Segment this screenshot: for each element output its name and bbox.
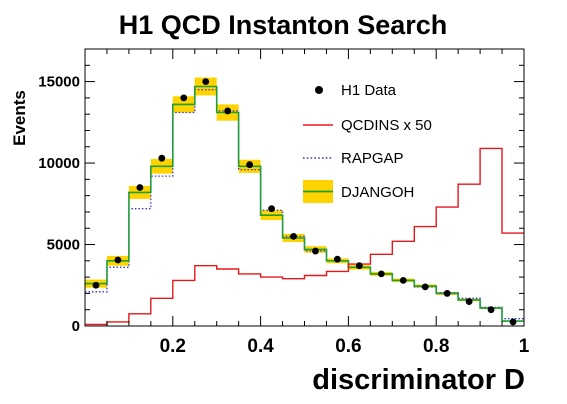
h1-data-point bbox=[509, 318, 517, 326]
y-axis-label: Events bbox=[10, 90, 29, 146]
h1-data-point bbox=[443, 290, 451, 297]
series-lines bbox=[85, 85, 524, 326]
h1-data-points bbox=[92, 78, 517, 326]
h1-data-point bbox=[377, 270, 385, 278]
x-tick-label: 1 bbox=[519, 336, 530, 357]
y-tick-label: 5000 bbox=[47, 237, 80, 254]
h1-data-point bbox=[224, 107, 232, 115]
legend: H1 Data QCDINS x 50 RAPGAP DJANGOH bbox=[303, 82, 432, 203]
legend-label-h1-data: H1 Data bbox=[341, 82, 397, 99]
y-tick-label: 10000 bbox=[38, 155, 80, 172]
h1-data-point bbox=[246, 161, 254, 169]
legend-label-rapgap: RAPGAP bbox=[341, 150, 404, 167]
h1-data-point bbox=[399, 276, 407, 284]
y-tick-label: 15000 bbox=[38, 74, 80, 91]
legend-label-djangoh: DJANGOH bbox=[341, 184, 414, 201]
h1-data-point bbox=[334, 255, 341, 263]
h1-data-point bbox=[312, 247, 319, 255]
h1-data-point bbox=[268, 205, 275, 213]
y-tick-label: 0 bbox=[72, 318, 80, 335]
h1-data-point bbox=[158, 154, 166, 162]
h1-data-point bbox=[114, 256, 122, 264]
h1-data-point bbox=[355, 262, 363, 270]
h1-data-point bbox=[180, 94, 188, 102]
h1-data-point bbox=[136, 184, 144, 191]
axes-ticks: 0.2 0.4 0.6 0.8 1 0 5000 10000 15000 bbox=[38, 49, 530, 357]
x-tick-label: 0.6 bbox=[335, 336, 361, 357]
x-tick-label: 0.4 bbox=[247, 336, 274, 357]
x-axis-label: discriminator D bbox=[312, 364, 525, 396]
h1-data-point bbox=[487, 306, 495, 314]
h1-data-point bbox=[92, 281, 100, 289]
h1-data-point bbox=[202, 78, 210, 85]
h1-data-point bbox=[465, 298, 473, 305]
h1-data-point bbox=[421, 283, 429, 291]
qcdins-line bbox=[85, 147, 524, 326]
h1-data-point bbox=[290, 232, 297, 240]
legend-label-qcdins: QCDINS x 50 bbox=[341, 117, 432, 134]
x-tick-label: 0.8 bbox=[423, 336, 449, 357]
legend-marker-h1-data bbox=[315, 86, 323, 94]
x-tick-label: 0.2 bbox=[160, 336, 186, 357]
chart-title: H1 QCD Instanton Search bbox=[119, 10, 448, 40]
